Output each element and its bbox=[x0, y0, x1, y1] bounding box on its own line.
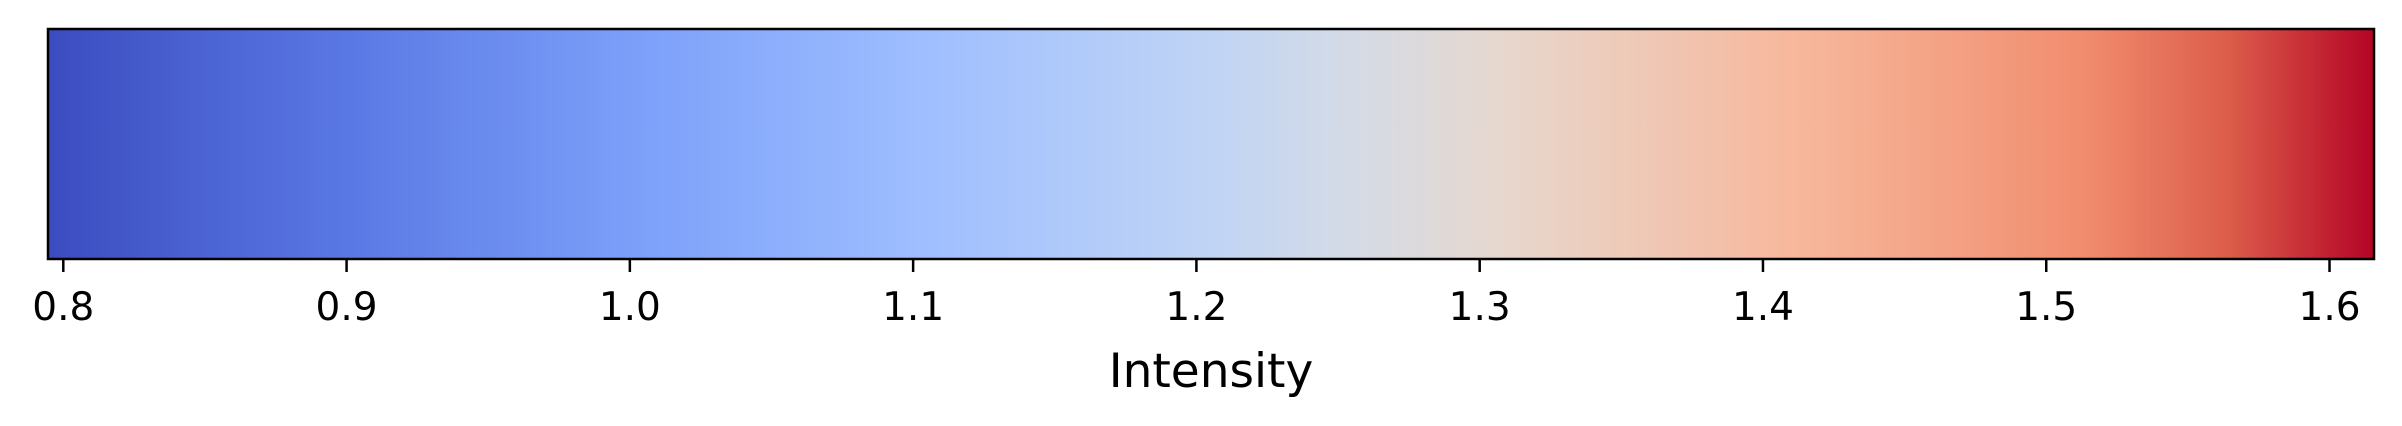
x-tick-label: 1.2 bbox=[1165, 285, 1227, 330]
x-axis-label: Intensity bbox=[1109, 344, 1314, 399]
x-tick-label: 1.5 bbox=[2015, 285, 2077, 330]
x-tick-label: 1.3 bbox=[1449, 285, 1511, 330]
x-tick-label: 1.4 bbox=[1732, 285, 1794, 330]
colorbar-frame bbox=[46, 27, 2376, 261]
x-tick-label: 1.1 bbox=[882, 285, 944, 330]
x-tick-label: 1.6 bbox=[2299, 285, 2361, 330]
x-tick-label: 0.8 bbox=[32, 285, 94, 330]
colorbar-ticks: 0.8 0.9 1.0 1.1 1.2 1.3 1.4 1.5 1.6 bbox=[32, 259, 2361, 330]
x-tick-label: 1.0 bbox=[599, 285, 661, 330]
x-tick-label: 0.9 bbox=[316, 285, 378, 330]
colorbar-gradient bbox=[48, 29, 2374, 259]
